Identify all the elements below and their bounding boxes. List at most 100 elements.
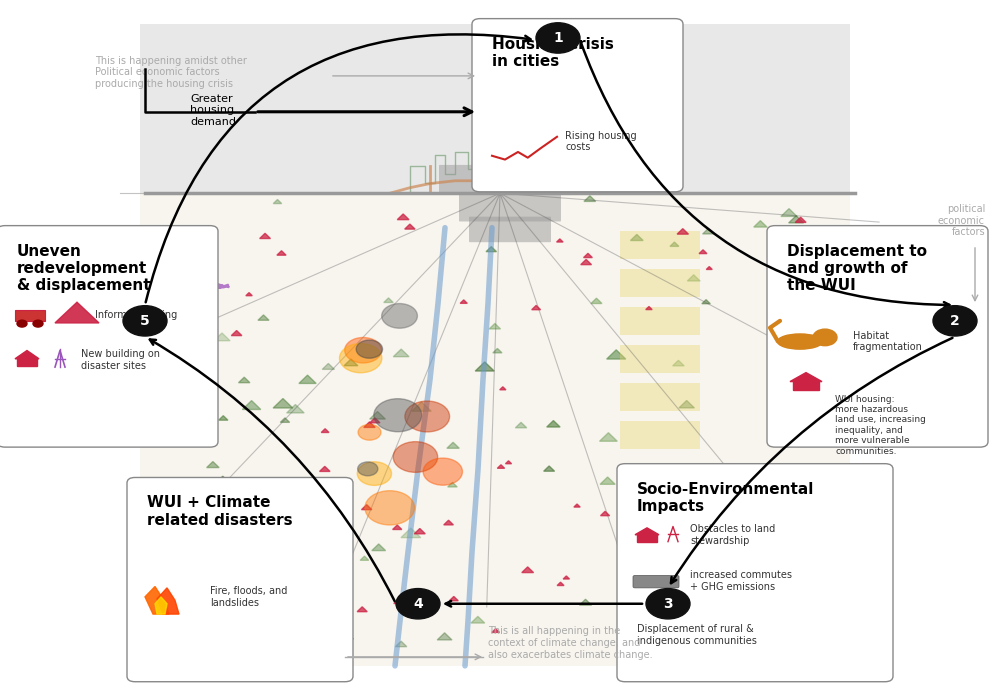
Text: Uneven
redevelopment
& displacement: Uneven redevelopment & displacement (17, 244, 151, 293)
Text: political
economic
factors: political economic factors (938, 204, 985, 237)
Polygon shape (173, 244, 181, 248)
Polygon shape (670, 242, 679, 246)
Polygon shape (157, 588, 179, 614)
Text: 1: 1 (553, 31, 563, 45)
FancyBboxPatch shape (472, 19, 683, 192)
Circle shape (339, 344, 382, 373)
FancyBboxPatch shape (15, 310, 45, 321)
Polygon shape (145, 586, 169, 614)
Polygon shape (394, 598, 405, 604)
Polygon shape (547, 420, 560, 427)
Polygon shape (731, 533, 741, 538)
Polygon shape (574, 504, 580, 507)
Polygon shape (238, 377, 250, 383)
Circle shape (405, 401, 450, 432)
Polygon shape (155, 597, 167, 614)
Polygon shape (677, 228, 688, 234)
Circle shape (345, 337, 382, 363)
Polygon shape (489, 324, 501, 329)
Polygon shape (280, 418, 290, 422)
Polygon shape (225, 549, 233, 553)
Bar (620, 269, 700, 297)
Polygon shape (370, 411, 385, 419)
Polygon shape (166, 347, 176, 351)
Polygon shape (414, 529, 425, 534)
Polygon shape (784, 246, 794, 251)
Polygon shape (635, 528, 659, 535)
Circle shape (646, 589, 690, 619)
Text: Habitat
fragmentation: Habitat fragmentation (853, 331, 923, 353)
Polygon shape (360, 556, 369, 560)
Polygon shape (789, 216, 804, 223)
Polygon shape (703, 228, 714, 234)
Polygon shape (15, 351, 39, 359)
Polygon shape (274, 484, 292, 493)
Polygon shape (214, 333, 230, 341)
Polygon shape (486, 246, 497, 252)
Polygon shape (245, 520, 253, 524)
Bar (620, 307, 700, 335)
FancyBboxPatch shape (439, 165, 581, 194)
Polygon shape (335, 608, 350, 615)
Polygon shape (795, 250, 804, 255)
Polygon shape (821, 306, 828, 309)
Polygon shape (273, 199, 282, 204)
Circle shape (374, 399, 422, 432)
Polygon shape (754, 221, 767, 227)
Bar (620, 421, 700, 448)
Polygon shape (437, 633, 452, 640)
Polygon shape (448, 482, 457, 487)
Circle shape (396, 589, 440, 619)
Polygon shape (591, 298, 602, 304)
Polygon shape (557, 239, 563, 242)
Circle shape (33, 320, 43, 327)
Polygon shape (236, 509, 249, 515)
Circle shape (393, 442, 438, 473)
Polygon shape (778, 500, 788, 504)
Polygon shape (544, 466, 555, 471)
Text: Greater
housing
demand: Greater housing demand (190, 94, 236, 127)
Polygon shape (563, 576, 570, 579)
Polygon shape (500, 387, 506, 390)
Text: Housing Crisis
in cities: Housing Crisis in cities (492, 37, 614, 69)
Bar (793, 381, 819, 390)
Polygon shape (497, 465, 505, 469)
FancyBboxPatch shape (617, 464, 893, 682)
Polygon shape (397, 214, 409, 219)
Circle shape (365, 491, 415, 525)
Polygon shape (756, 640, 767, 645)
Polygon shape (460, 300, 467, 304)
Circle shape (123, 306, 167, 336)
Polygon shape (493, 348, 502, 353)
Circle shape (536, 23, 580, 53)
Bar (140, 24, 850, 193)
Text: Socio-Environmental
Impacts: Socio-Environmental Impacts (637, 482, 814, 514)
Polygon shape (364, 422, 375, 427)
Polygon shape (475, 362, 494, 371)
Polygon shape (447, 442, 459, 448)
Bar (140, 28, 850, 666)
FancyBboxPatch shape (633, 575, 679, 588)
Polygon shape (781, 208, 797, 217)
Polygon shape (395, 641, 407, 647)
Polygon shape (646, 306, 652, 310)
Polygon shape (601, 511, 610, 515)
Polygon shape (789, 570, 799, 575)
Polygon shape (600, 477, 615, 484)
Polygon shape (579, 599, 592, 605)
Polygon shape (444, 520, 453, 525)
FancyBboxPatch shape (0, 226, 218, 447)
Circle shape (358, 424, 381, 440)
Text: New building on
disaster sites: New building on disaster sites (81, 349, 160, 371)
Polygon shape (321, 428, 329, 433)
Polygon shape (370, 418, 380, 423)
Polygon shape (630, 235, 643, 241)
Polygon shape (277, 250, 286, 255)
Polygon shape (393, 525, 402, 529)
Polygon shape (685, 583, 697, 589)
Circle shape (358, 462, 378, 476)
Polygon shape (344, 634, 353, 639)
Polygon shape (235, 633, 250, 640)
Circle shape (813, 329, 837, 346)
Polygon shape (246, 524, 261, 531)
